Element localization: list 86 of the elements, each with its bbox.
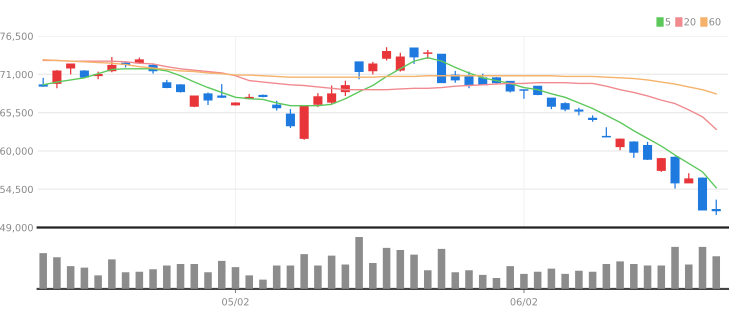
bar bbox=[382, 248, 390, 289]
legend-label: 5 bbox=[666, 18, 670, 26]
y-tick-label: 71,000 bbox=[0, 70, 33, 80]
bar bbox=[94, 275, 102, 289]
bar bbox=[451, 272, 460, 289]
candlestick bbox=[313, 92, 322, 108]
bar bbox=[314, 266, 322, 289]
bar bbox=[342, 264, 350, 289]
bar bbox=[80, 268, 88, 289]
bar bbox=[190, 264, 198, 289]
candlestick bbox=[410, 47, 419, 65]
bar bbox=[272, 266, 280, 289]
x-tick-label: 06/02 bbox=[510, 298, 537, 306]
candlestick bbox=[272, 100, 282, 112]
bar bbox=[492, 278, 500, 289]
legend-label: 60 bbox=[709, 18, 720, 26]
candlestick bbox=[684, 172, 694, 184]
bar bbox=[698, 246, 706, 289]
bar bbox=[53, 257, 61, 289]
bar bbox=[355, 236, 363, 289]
bar bbox=[684, 264, 693, 289]
line-series bbox=[42, 60, 717, 130]
bar bbox=[204, 272, 212, 289]
candlestick bbox=[629, 140, 638, 159]
bar bbox=[534, 272, 542, 289]
bar bbox=[671, 246, 679, 289]
bar bbox=[644, 266, 652, 289]
bar bbox=[66, 266, 74, 289]
candlestick bbox=[203, 92, 213, 106]
candlestick bbox=[546, 97, 556, 110]
bar bbox=[588, 272, 596, 289]
candlestick bbox=[382, 46, 392, 62]
candlestick bbox=[712, 199, 721, 216]
bar bbox=[561, 274, 569, 289]
bar bbox=[232, 267, 240, 289]
bar bbox=[438, 248, 446, 289]
bar bbox=[506, 266, 514, 289]
bar bbox=[300, 254, 308, 289]
bar bbox=[39, 253, 47, 289]
candlestick bbox=[560, 102, 570, 112]
y-tick-label: 54,500 bbox=[0, 186, 33, 194]
bar bbox=[245, 275, 253, 289]
candlestick bbox=[423, 49, 432, 60]
candlestick bbox=[354, 61, 364, 80]
bar bbox=[630, 264, 638, 289]
legend-label: 20 bbox=[684, 18, 696, 26]
bar bbox=[548, 268, 556, 289]
bar bbox=[465, 270, 473, 289]
bar bbox=[602, 264, 610, 289]
bar bbox=[176, 264, 184, 289]
y-tick-label: 76,500 bbox=[0, 32, 33, 41]
bar bbox=[410, 254, 418, 289]
candlestick bbox=[656, 157, 666, 172]
bar bbox=[712, 256, 720, 289]
bar bbox=[369, 262, 377, 289]
candlestick bbox=[602, 126, 611, 138]
bar bbox=[520, 274, 528, 289]
bar bbox=[122, 272, 130, 289]
bar bbox=[108, 259, 116, 289]
bar bbox=[218, 260, 226, 289]
bar bbox=[424, 270, 432, 289]
candlestick bbox=[396, 52, 405, 72]
bar bbox=[286, 266, 294, 289]
candlestick bbox=[217, 83, 226, 99]
candlestick bbox=[643, 141, 652, 161]
y-tick-label: 65,500 bbox=[0, 109, 33, 118]
x-tick-label: 05/02 bbox=[222, 298, 249, 306]
candlestick bbox=[519, 89, 528, 100]
candlestick bbox=[368, 61, 378, 75]
line-series bbox=[42, 59, 717, 95]
candlestick bbox=[52, 70, 62, 89]
bar bbox=[658, 266, 666, 289]
y-tick-label: 49,000 bbox=[0, 224, 33, 232]
bar bbox=[396, 250, 404, 289]
bar bbox=[259, 280, 267, 289]
bar bbox=[478, 274, 487, 289]
y-tick-label: 60,000 bbox=[0, 147, 33, 156]
candlestick bbox=[66, 63, 76, 75]
bar bbox=[163, 266, 171, 289]
candlestick bbox=[327, 84, 336, 104]
bar bbox=[575, 270, 583, 289]
bar bbox=[616, 261, 624, 289]
bar bbox=[136, 272, 144, 289]
candlestick bbox=[286, 108, 295, 129]
bar bbox=[328, 256, 336, 289]
bar bbox=[149, 269, 157, 289]
